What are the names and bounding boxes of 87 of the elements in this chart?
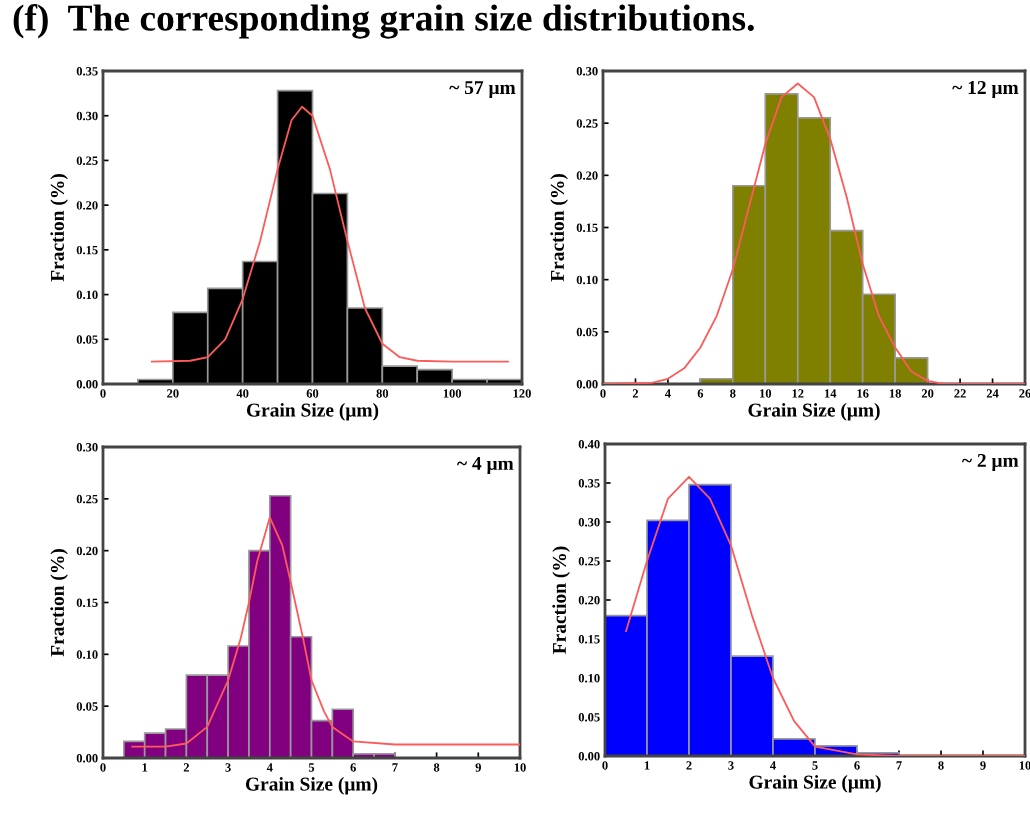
x-axis-title: Grain Size (μm) (749, 774, 881, 793)
y-axis-title: Fraction (%) (50, 549, 68, 657)
x-tick-label: 9 (475, 763, 481, 772)
x-tick-label: 0 (100, 763, 106, 772)
y-tick-label: 0.00 (576, 380, 598, 389)
x-tick-label: 1 (142, 763, 148, 772)
y-tick-label: 0.15 (76, 598, 98, 608)
x-tick-label: 7 (896, 761, 902, 770)
chart-title: (f) The corresponding grain size distributions. (13, 4, 754, 39)
x-tick-label: 3 (728, 761, 734, 770)
x-tick-label: 8 (730, 389, 736, 398)
x-axis-title: Grain Size (μm) (748, 402, 880, 421)
y-tick-label: 0.15 (578, 635, 600, 644)
y-tick-label: 0.20 (76, 201, 98, 210)
y-tick-label: 0.20 (76, 546, 98, 556)
y-tick-label: 0.05 (578, 713, 600, 722)
x-tick-label: 0 (602, 761, 608, 770)
x-tick-label: 100 (443, 389, 462, 398)
y-tick-label: 0.40 (578, 440, 600, 449)
y-tick-label: 0.00 (76, 380, 98, 389)
x-tick-label: 6 (854, 761, 860, 770)
x-tick-label: 16 (857, 389, 869, 398)
x-tick-label: 3 (225, 763, 231, 772)
y-tick-label: 0.15 (576, 223, 598, 233)
x-tick-label: 6 (697, 389, 704, 398)
x-tick-label: 9 (980, 761, 986, 770)
y-tick-label: 0.30 (76, 111, 98, 121)
y-tick-label: 0.10 (76, 290, 98, 300)
x-tick-label: 60 (306, 389, 319, 398)
y-tick-label: 0.10 (76, 650, 98, 659)
x-tick-label: 10 (760, 389, 772, 398)
x-tick-label: 24 (986, 389, 999, 398)
x-tick-label: 8 (938, 761, 944, 770)
y-axis-title: Fraction (%) (550, 174, 568, 282)
y-tick-label: 0.20 (576, 171, 598, 180)
x-tick-label: 18 (889, 389, 901, 398)
x-tick-label: 120 (513, 389, 531, 398)
y-tick-label: 0.05 (576, 327, 598, 337)
y-tick-label: 0.25 (76, 156, 98, 165)
x-tick-label: 1 (644, 761, 650, 770)
annotation: ~ 12 μm (952, 81, 1019, 99)
y-tick-label: 0.15 (76, 245, 98, 255)
x-tick-label: 40 (236, 389, 249, 398)
x-tick-label: 14 (824, 389, 837, 398)
x-tick-label: 0 (600, 389, 606, 398)
x-tick-label: 8 (433, 763, 440, 772)
x-tick-label: 26 (1019, 389, 1030, 398)
y-tick-label: 0.00 (76, 754, 98, 763)
x-tick-label: 6 (350, 763, 356, 772)
y-axis-title: Fraction (%) (50, 174, 68, 282)
y-tick-label: 0.30 (576, 67, 598, 76)
annotation: ~ 4 μm (457, 457, 514, 474)
y-axis-title: Fraction (%) (552, 546, 570, 654)
x-tick-label: 80 (376, 389, 389, 398)
y-tick-label: 0.05 (76, 335, 98, 344)
annotation: ~ 2 μm (962, 453, 1019, 471)
y-tick-label: 0.05 (76, 702, 98, 711)
x-tick-label: 22 (954, 389, 966, 398)
x-tick-label: 7 (392, 763, 398, 772)
x-tick-label: 2 (686, 761, 692, 770)
x-tick-label: 10 (514, 763, 526, 772)
x-tick-label: 20 (167, 389, 179, 398)
y-tick-label: 0.25 (76, 494, 98, 504)
y-tick-label: 0.30 (76, 443, 98, 452)
x-tick-label: 10 (1019, 761, 1030, 770)
y-tick-label: 0.35 (578, 479, 600, 488)
x-tick-label: 12 (792, 389, 804, 398)
y-tick-label: 0.25 (578, 557, 600, 566)
y-tick-label: 0.25 (576, 119, 598, 128)
y-tick-label: 0.30 (578, 518, 600, 527)
x-axis-title: Grain Size (μm) (245, 776, 378, 795)
x-tick-label: 0 (100, 389, 106, 398)
x-tick-label: 2 (183, 763, 189, 772)
x-tick-label: 4 (266, 763, 273, 772)
y-tick-label: 0.10 (578, 674, 600, 683)
x-tick-label: 5 (812, 761, 818, 770)
annotation: ~ 57 μm (449, 81, 516, 99)
y-tick-label: 0.35 (76, 67, 98, 76)
x-axis-title: Grain Size (μm) (246, 402, 379, 421)
x-tick-label: 4 (664, 389, 671, 398)
x-tick-label: 5 (308, 763, 315, 772)
x-tick-label: 20 (921, 389, 934, 398)
y-tick-label: 0.10 (576, 275, 598, 285)
x-tick-label: 2 (632, 389, 639, 398)
x-tick-label: 4 (770, 761, 776, 770)
y-tick-label: 0.20 (578, 596, 600, 605)
y-tick-label: 0.00 (578, 752, 600, 761)
